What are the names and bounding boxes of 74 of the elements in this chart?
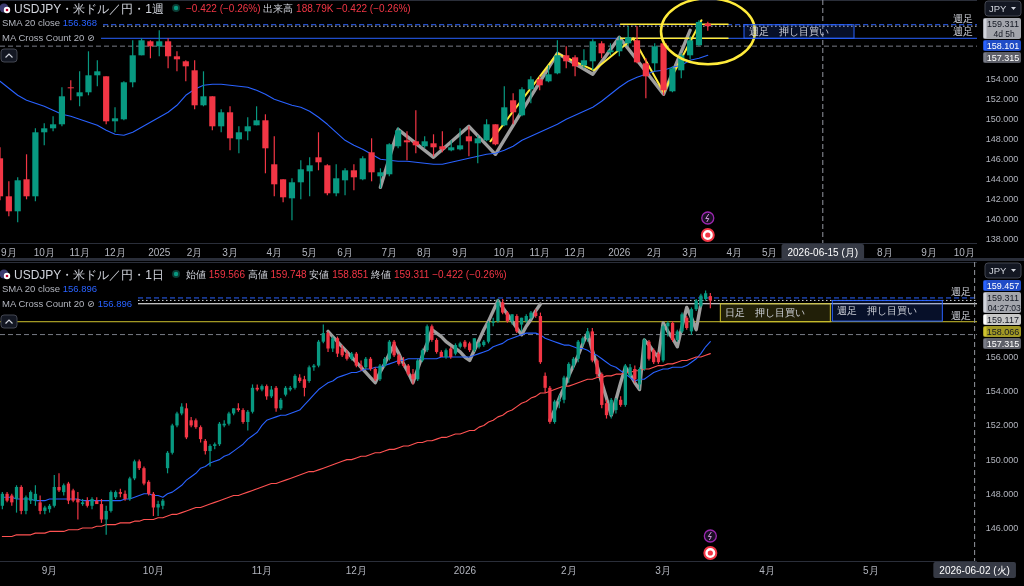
- x-tick-label: 5月: [863, 564, 879, 576]
- x-tick-label: 3月: [222, 246, 238, 258]
- y-tick-label: 140.000: [985, 214, 1019, 225]
- y-tick-label: 150.000: [985, 114, 1019, 125]
- x-tick-label: 2026: [608, 246, 631, 258]
- line-note: 週足: [953, 12, 974, 24]
- y-tick-label: 148.000: [985, 488, 1019, 499]
- x-tick-label: 9月: [452, 246, 468, 258]
- x-marker-label: 2026-06-15 (月): [787, 246, 859, 258]
- y-tick-label: 154.000: [985, 74, 1019, 85]
- x-tick-label: 10月: [142, 564, 164, 576]
- x-tick-label: 9月: [1, 246, 17, 258]
- y-tick-label: 146.000: [985, 523, 1019, 533]
- x-tick-label: 2月: [186, 246, 203, 258]
- x-tick-label: 4月: [759, 564, 775, 576]
- x-tick-label: 5月: [761, 246, 778, 258]
- x-tick-label: 7月: [381, 246, 398, 258]
- x-tick-label: 11月: [251, 564, 273, 576]
- note: MA Cross Count 20 ⊘: [2, 32, 95, 43]
- x-tick-label: 6月: [337, 246, 353, 258]
- y-tick-label: 148.000: [985, 134, 1019, 145]
- y-tick-label: 150.000: [985, 454, 1019, 465]
- line-note: 週足: [951, 285, 971, 297]
- y-tick-label: 138.000: [985, 234, 1019, 245]
- legend-label: 158.066: [986, 326, 1020, 337]
- band-label: 日足 押し目買い: [725, 307, 806, 319]
- note: SMA 20 close 156.368: [2, 17, 98, 28]
- x-tick-label: 10月: [33, 246, 55, 258]
- x-tick-label: 5月: [301, 246, 318, 258]
- x-tick-label: 4月: [266, 246, 283, 258]
- x-tick-label: 10月: [953, 246, 975, 258]
- x-tick-label: 11月: [69, 246, 90, 258]
- y-axis-title: JPY: [989, 265, 1007, 276]
- legend-label: 157.315: [986, 338, 1020, 349]
- legend-label: 159.311 04:27:03: [987, 292, 1021, 313]
- y-tick-label: 152.000: [985, 94, 1019, 105]
- x-tick-label: 3月: [655, 564, 671, 576]
- x-tick-label: 12月: [345, 564, 367, 576]
- chart-title: USDJPY・米ドル／円・1日: [14, 267, 165, 282]
- subtitle: −0.422 (−0.26%) 出来高 188.79K −0.422 (−0.26%): [186, 3, 411, 14]
- legend-label: 159.117: [987, 314, 1019, 325]
- x-tick-label: 2026: [453, 564, 477, 576]
- line-note: 週足: [951, 309, 971, 321]
- x-tick-label: 11月: [529, 246, 550, 258]
- y-tick-label: 142.000: [985, 194, 1019, 205]
- x-tick-label: 10月: [493, 246, 515, 258]
- x-tick-label: 9月: [921, 246, 937, 258]
- x-tick-label: 2025: [148, 246, 171, 258]
- note: SMA 20 close 156.896: [2, 283, 98, 294]
- y-tick-label: 154.000: [985, 386, 1019, 397]
- note: MA Cross Count 20 ⊘ 156.896: [2, 298, 132, 309]
- y-axis-title: JPY: [989, 3, 1007, 14]
- x-tick-label: 12月: [564, 246, 586, 258]
- x-tick-label: 3月: [682, 246, 698, 258]
- y-tick-label: 152.000: [985, 420, 1019, 431]
- subtitle: 始値 159.566 高値 159.748 安値 158.851 終値 159.311 −0.422 (−0.26%): [186, 269, 507, 280]
- y-tick-label: 156.000: [985, 352, 1019, 363]
- x-tick-label: 9月: [41, 564, 58, 576]
- legend-label: 159.457: [986, 280, 1020, 291]
- line-note: 週足: [953, 26, 974, 38]
- x-tick-label: 4月: [726, 246, 743, 258]
- x-marker-label: 2026-06-02 (火): [939, 564, 1010, 576]
- y-tick-label: 144.000: [985, 174, 1019, 185]
- x-tick-label: 8月: [416, 246, 433, 258]
- x-tick-label: 12月: [104, 246, 126, 258]
- chart-title: USDJPY・米ドル／円・1週: [14, 1, 165, 16]
- legend-label: 159.311 4d 5h: [987, 18, 1019, 39]
- x-tick-label: 2月: [646, 246, 663, 258]
- legend-label: 157.315: [986, 52, 1020, 63]
- band-label: 週足 押し目買い: [837, 305, 918, 317]
- x-tick-label: 8月: [876, 246, 893, 258]
- legend-label: 158.101: [986, 40, 1020, 51]
- x-tick-label: 2月: [560, 564, 577, 576]
- y-tick-label: 146.000: [985, 154, 1019, 165]
